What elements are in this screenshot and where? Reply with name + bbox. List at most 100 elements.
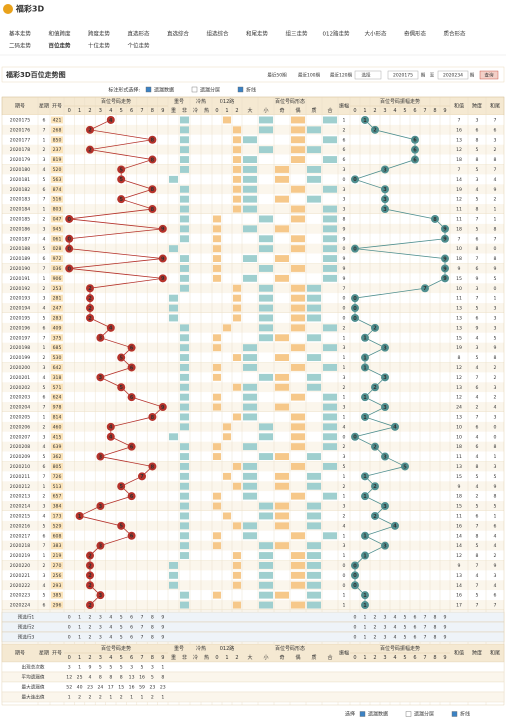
preselect-digit[interactable]: 2: [89, 635, 92, 641]
preselect-digit[interactable]: 7: [141, 635, 144, 641]
option-label[interactable]: 遗漏数据: [154, 87, 174, 94]
nav-tab[interactable]: 二码走势: [9, 42, 32, 50]
nav-tab[interactable]: 组选综合: [206, 30, 229, 38]
nav-tab[interactable]: 基本走势: [9, 30, 32, 38]
nav-tab[interactable]: 奇偶形态: [404, 30, 427, 38]
nav-tab[interactable]: 直选形态: [127, 30, 150, 38]
nav-tab[interactable]: 十位走势: [88, 42, 111, 50]
input-to-text[interactable]: 2020234: [443, 73, 463, 79]
checkbox[interactable]: [237, 86, 244, 93]
preselect-digit[interactable]: 6: [414, 635, 417, 641]
preselect-digit[interactable]: 2: [374, 625, 377, 631]
checkbox[interactable]: [451, 711, 458, 717]
preselect-digit[interactable]: 7: [424, 635, 427, 641]
preselect-digit[interactable]: 5: [404, 615, 407, 621]
preselect-digit[interactable]: 1: [364, 625, 367, 631]
attr-cell: [213, 274, 221, 282]
preselect-digit[interactable]: 1: [364, 615, 367, 621]
preselect-digit[interactable]: 9: [444, 635, 447, 641]
nav-tab[interactable]: 质合形态: [443, 30, 466, 38]
attr-cell: [291, 116, 305, 124]
preselect-digit[interactable]: 5: [404, 635, 407, 641]
query-button-text[interactable]: 查询: [485, 72, 494, 79]
preselect-digit[interactable]: 4: [109, 615, 112, 621]
preselect-digit[interactable]: 8: [151, 625, 154, 631]
footer-option[interactable]: 折线: [460, 711, 470, 718]
preselect-digit[interactable]: 3: [99, 625, 102, 631]
preselect-digit[interactable]: 4: [109, 635, 112, 641]
preselect-digit[interactable]: 5: [120, 625, 123, 631]
option-label[interactable]: 遗漏分层: [200, 87, 220, 94]
preselect-digit[interactable]: 0: [68, 615, 71, 621]
preselect-digit[interactable]: 8: [434, 635, 437, 641]
preselect-digit[interactable]: 8: [434, 615, 437, 621]
attr-cell: [291, 344, 305, 352]
preselect-digit[interactable]: 3: [99, 635, 102, 641]
checkbox[interactable]: [191, 86, 198, 93]
preselect-digit[interactable]: 2: [89, 615, 92, 621]
preselect-digit[interactable]: 3: [99, 615, 102, 621]
option-label[interactable]: 折线: [246, 87, 256, 94]
preselect-digit[interactable]: 5: [120, 635, 123, 641]
preselect-digit[interactable]: 1: [78, 635, 81, 641]
preselect-digit[interactable]: 0: [354, 635, 357, 641]
preselect-digit[interactable]: 7: [424, 625, 427, 631]
preselect-digit[interactable]: 9: [161, 635, 164, 641]
nav-tab[interactable]: 跨度走势: [88, 30, 111, 38]
preselect-digit[interactable]: 3: [384, 615, 387, 621]
checkbox[interactable]: [145, 86, 152, 93]
preselect-digit[interactable]: 6: [414, 615, 417, 621]
preselect-digit[interactable]: 5: [404, 625, 407, 631]
preselect-digit[interactable]: 9: [161, 625, 164, 631]
recent-link[interactable]: 最近100期: [298, 72, 321, 79]
preselect-digit[interactable]: 0: [354, 615, 357, 621]
checkbox[interactable]: [359, 711, 366, 717]
preselect-digit[interactable]: 2: [374, 635, 377, 641]
preselect-digit[interactable]: 4: [394, 615, 397, 621]
amp-ball: [441, 274, 449, 283]
preselect-digit[interactable]: 0: [68, 625, 71, 631]
checkbox[interactable]: [405, 711, 412, 717]
preselect-digit[interactable]: 8: [151, 635, 154, 641]
nav-tab[interactable]: 组三走势: [285, 30, 308, 38]
preselect-digit[interactable]: 9: [161, 615, 164, 621]
preselect-digit[interactable]: 4: [394, 635, 397, 641]
select[interactable]: 选择: [362, 72, 371, 79]
nav-tab[interactable]: 和尾走势: [246, 30, 269, 38]
preselect-digit[interactable]: 0: [68, 635, 71, 641]
recent-link[interactable]: 最近50期: [267, 72, 287, 79]
recent-link[interactable]: 最近120期: [330, 72, 353, 79]
nav-tab[interactable]: 个位走势: [127, 42, 150, 50]
preselect-digit[interactable]: 2: [374, 615, 377, 621]
preselect-digit[interactable]: 1: [364, 635, 367, 641]
preselect-digit[interactable]: 8: [151, 615, 154, 621]
preselect-digit[interactable]: 6: [414, 625, 417, 631]
preselect-digit[interactable]: 6: [130, 615, 133, 621]
preselect-digit[interactable]: 7: [141, 625, 144, 631]
nav-tab[interactable]: 大小形态: [364, 30, 387, 38]
preselect-digit[interactable]: 0: [354, 625, 357, 631]
nav-tab[interactable]: 012路走势: [323, 30, 350, 38]
preselect-digit[interactable]: 4: [394, 625, 397, 631]
preselect-digit[interactable]: 6: [130, 625, 133, 631]
input-from-text[interactable]: 2020175: [393, 73, 413, 79]
nav-tab[interactable]: 和值跨度: [48, 30, 71, 38]
preselect-digit[interactable]: 8: [434, 625, 437, 631]
preselect-digit[interactable]: 7: [141, 615, 144, 621]
preselect-digit[interactable]: 7: [424, 615, 427, 621]
footer-option[interactable]: 遗漏分层: [414, 711, 434, 718]
preselect-digit[interactable]: 6: [130, 635, 133, 641]
footer-option[interactable]: 遗漏数据: [368, 711, 388, 718]
preselect-digit[interactable]: 1: [78, 625, 81, 631]
preselect-digit[interactable]: 1: [78, 615, 81, 621]
preselect-digit[interactable]: 4: [109, 625, 112, 631]
preselect-digit[interactable]: 5: [120, 615, 123, 621]
nav-tab[interactable]: 百位走势: [48, 42, 71, 50]
preselect-digit[interactable]: 2: [89, 625, 92, 631]
preselect-digit[interactable]: 9: [444, 625, 447, 631]
preselect-digit[interactable]: 9: [444, 615, 447, 621]
nav-tab[interactable]: 直选综合: [167, 30, 190, 38]
preselect-digit[interactable]: 3: [384, 625, 387, 631]
amp-ball-label: 3: [383, 454, 387, 460]
preselect-digit[interactable]: 3: [384, 635, 387, 641]
